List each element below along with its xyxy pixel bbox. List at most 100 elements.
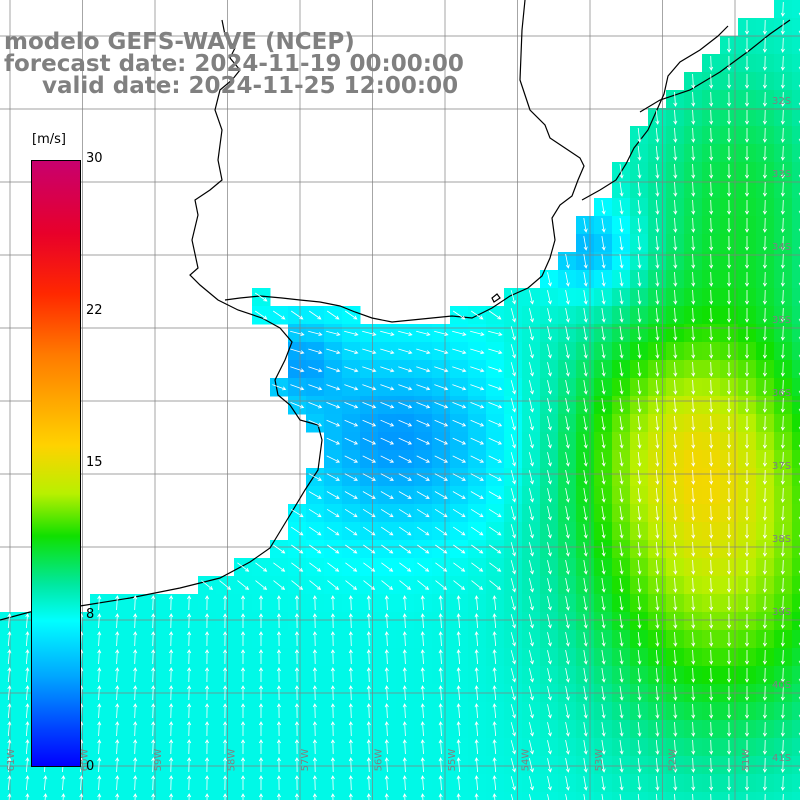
wind-arrow (637, 667, 642, 683)
wind-arrow (529, 650, 534, 665)
wind-arrow (452, 491, 466, 499)
wind-arrow (583, 272, 588, 287)
wind-arrow (417, 544, 430, 554)
wind-arrow (762, 703, 767, 719)
wind-arrow (673, 541, 678, 557)
wind-arrow (492, 631, 497, 647)
wind-arrow (780, 55, 785, 71)
wind-arrow (691, 109, 696, 125)
wind-arrow (169, 739, 174, 755)
wind-arrow (709, 487, 714, 503)
wind-arrow (762, 451, 767, 467)
wind-speed-cell (792, 306, 800, 325)
wind-arrow (25, 703, 30, 719)
wind-arrow (583, 434, 588, 449)
wind-arrow (780, 163, 785, 179)
wind-arrow (291, 580, 304, 590)
wind-arrow (744, 650, 750, 665)
wind-arrow (330, 703, 335, 719)
wind-arrow (637, 271, 642, 287)
wind-arrow (438, 649, 443, 665)
wind-arrow (727, 55, 732, 71)
wind-arrow (709, 415, 714, 431)
wind-arrow (115, 595, 120, 611)
wind-arrow (565, 686, 570, 701)
wind-arrow (655, 253, 660, 269)
wind-arrow (416, 473, 430, 481)
wind-arrow (438, 685, 443, 701)
wind-arrow (187, 631, 192, 647)
wind-arrow (169, 685, 174, 701)
wind-speed-cell (792, 720, 800, 739)
wind-arrow (169, 793, 174, 800)
wind-arrow (691, 685, 696, 701)
wind-arrow (276, 631, 281, 647)
wind-arrow (744, 362, 750, 377)
wind-arrow (655, 307, 660, 323)
lon-label: 59W (153, 749, 164, 772)
wind-arrow (655, 343, 660, 359)
wind-arrow (420, 775, 425, 791)
wind-arrow (709, 469, 714, 485)
wind-arrow (115, 721, 120, 737)
wind-arrow (97, 685, 102, 701)
wind-arrow (97, 775, 102, 791)
wind-arrow (780, 91, 785, 107)
wind-arrow (655, 685, 660, 701)
wind-arrow (345, 562, 358, 572)
wind-arrow (691, 757, 696, 773)
wind-arrow (744, 272, 750, 287)
wind-arrow (452, 366, 467, 373)
wind-arrow (25, 739, 30, 755)
colorbar-unit: [m/s] (32, 132, 66, 147)
wind-arrow (691, 379, 696, 395)
wind-arrow (474, 649, 479, 665)
wind-arrow (115, 703, 120, 719)
wind-arrow (492, 757, 497, 773)
wind-speed-cell (792, 324, 800, 343)
wind-arrow (691, 541, 696, 557)
wind-arrow (291, 544, 304, 554)
wind-arrow (691, 775, 696, 791)
wind-arrow (169, 595, 174, 611)
wind-arrow (762, 397, 767, 413)
wind-arrow (7, 649, 12, 665)
wind-arrow (330, 739, 335, 755)
wind-arrow (7, 685, 12, 701)
wind-speed-cell (792, 414, 800, 433)
wind-arrow (673, 631, 678, 647)
wind-arrow (312, 775, 317, 791)
wind-arrow (529, 506, 534, 521)
wind-arrow (258, 739, 264, 754)
wind-arrow (380, 491, 394, 499)
wind-arrow (637, 631, 642, 647)
wind-arrow (637, 451, 642, 467)
wind-arrow (655, 415, 660, 431)
wind-arrow (529, 452, 534, 467)
wind-arrow (416, 455, 431, 463)
wind-arrow (601, 776, 606, 791)
wind-arrow (399, 544, 412, 554)
wind-arrow (290, 348, 305, 355)
wind-arrow (780, 685, 785, 701)
wind-arrow (308, 402, 323, 409)
wind-arrow (744, 38, 750, 53)
wind-arrow (583, 722, 588, 737)
wind-arrow (474, 757, 479, 773)
wind-arrow (474, 721, 479, 737)
wind-arrow (762, 739, 767, 755)
wind-arrow (151, 667, 156, 683)
wind-arrow (673, 451, 678, 467)
wind-arrow (529, 290, 534, 305)
wind-arrow (601, 488, 606, 503)
wind-arrow (348, 613, 353, 629)
wind-arrow (187, 757, 192, 773)
wind-arrow (362, 491, 376, 499)
wind-arrow (223, 793, 228, 800)
wind-arrow (115, 739, 120, 755)
wind-arrow (97, 595, 102, 611)
wind-arrow (601, 218, 606, 233)
wind-arrow (452, 348, 467, 355)
wind-arrow (416, 330, 431, 336)
wind-arrow (187, 721, 192, 737)
